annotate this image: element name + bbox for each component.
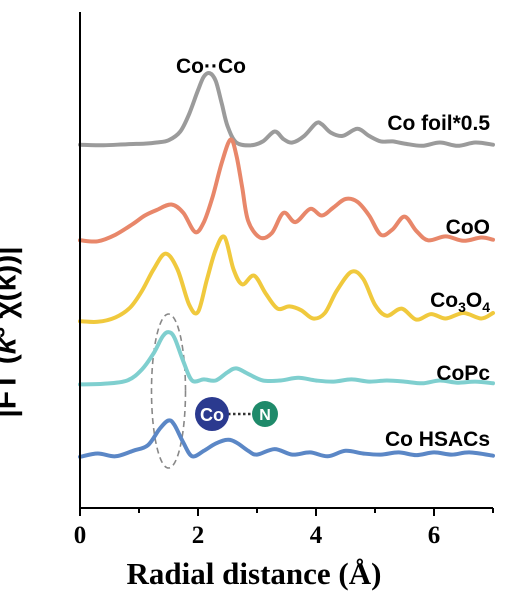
co-atom-label: Co <box>200 405 224 425</box>
axes-layer: 0 2 4 6 <box>74 12 494 549</box>
series-line-3 <box>78 330 495 387</box>
series-line-4 <box>78 418 495 459</box>
series-layer <box>78 71 495 469</box>
series-label-2: Co3​O4​ <box>430 289 490 315</box>
x-axis-label: Radial distance (Å) <box>126 556 382 591</box>
series-label-1: CoO <box>446 216 490 239</box>
n-atom <box>252 401 278 427</box>
co-atom <box>195 397 229 431</box>
series-line-2 <box>78 234 495 324</box>
series-line-0 <box>78 71 495 148</box>
series-label-3: CoPc <box>436 362 490 385</box>
x-tick-label-6: 6 <box>428 522 441 549</box>
peak-annotation: Co··Co <box>176 55 246 78</box>
x-tick-label-2: 2 <box>192 522 205 549</box>
series-label-0: Co foil*0.5 <box>387 112 490 135</box>
n-atom-label: N <box>259 407 271 424</box>
series-line-1 <box>78 137 495 244</box>
x-tick-label-4: 4 <box>310 522 323 549</box>
highlight-ellipse <box>150 313 187 469</box>
series-label-4: Co HSACs <box>385 428 490 451</box>
x-tick-label-0: 0 <box>74 522 87 549</box>
label-layer: Co foil*0.5 CoO Co3​O4​ CoPc Co HSACs Co··Co C… <box>176 55 490 451</box>
